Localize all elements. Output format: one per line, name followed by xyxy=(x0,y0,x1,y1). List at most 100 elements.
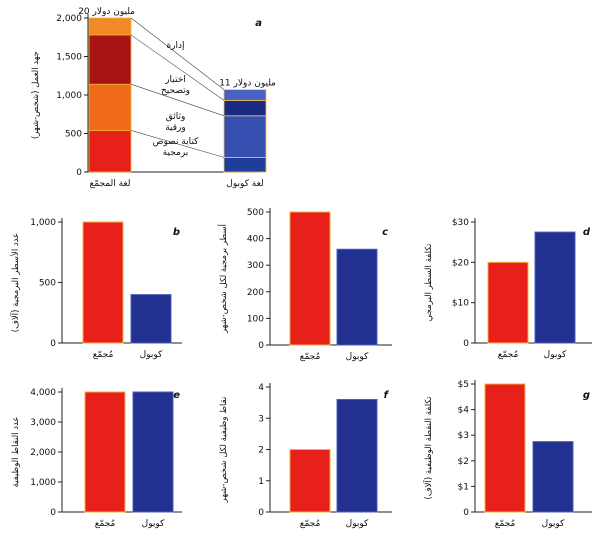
y-tick-label: 500 xyxy=(65,130,82,140)
y-tick-label: 1 xyxy=(258,477,264,487)
y-tick-label: 0 xyxy=(463,339,469,349)
bar xyxy=(487,261,529,344)
segment-connector-line xyxy=(130,34,225,101)
category-label: لغة كوبول xyxy=(226,179,263,189)
y-tick-label: 1,000 xyxy=(30,218,56,228)
y-axis-title: تكلفة السطر البرمجي xyxy=(424,243,434,321)
bar xyxy=(132,391,174,513)
category-label: مُجمّع xyxy=(300,519,321,529)
segment-connector-line xyxy=(130,130,225,158)
panel-letter: d xyxy=(583,227,591,238)
panel-letter: f xyxy=(384,390,390,401)
y-tick-label: 500 xyxy=(39,279,56,289)
segment-label: إدارة xyxy=(166,41,184,51)
y-tick-label: 0 xyxy=(258,341,264,351)
y-tick-label: $5 xyxy=(458,380,469,390)
y-tick-label: 200 xyxy=(247,288,264,298)
stacked-bar-segment xyxy=(88,83,132,131)
chart-panel-a: 0 500 1,000 1,500 2,000 جهد العمل (شخص-شهر) a 2… xyxy=(31,7,276,189)
bar xyxy=(532,441,574,513)
stacked-bar-segment xyxy=(88,34,132,85)
chart-panel-g: 0 $1 $2 $3 $4 $5 تكلفة النقطة الوظيفية (آلاف) g… xyxy=(422,380,592,529)
y-tick-label: 300 xyxy=(247,261,264,271)
bar-total-label: 11 مليون دولار xyxy=(219,79,276,89)
bar xyxy=(289,449,331,513)
y-tick-label: 400 xyxy=(247,235,264,245)
y-axis-title: نقاط وظيفية لكل شخص-شهر xyxy=(219,397,229,504)
y-tick-label: 4 xyxy=(258,383,264,393)
y-tick-label: $4 xyxy=(458,406,470,416)
y-tick-label: $1 xyxy=(458,482,469,492)
segment-label: اختبار xyxy=(164,75,186,85)
bar xyxy=(289,211,331,346)
bar xyxy=(82,221,124,344)
panel-letter: e xyxy=(173,390,180,401)
category-label: كوبول xyxy=(346,352,369,362)
y-tick-label: 0 xyxy=(50,508,56,518)
y-axis-title: جهد العمل (شخص-شهر) xyxy=(31,51,41,139)
stacked-bar-segment xyxy=(223,156,267,173)
segment-label: وتصحيح xyxy=(161,86,190,96)
y-tick-label: 0 xyxy=(258,508,264,518)
panel-letter: b xyxy=(173,227,180,238)
chart-panel-e: 0 1,000 2,000 3,000 4,000 عدد النقاط الوظيفية… xyxy=(11,388,182,529)
bar xyxy=(336,399,378,513)
y-tick-label: 2 xyxy=(258,446,264,456)
y-tick-label: 0 xyxy=(50,339,56,349)
segment-label: وثائق xyxy=(166,112,186,122)
category-label: كوبول xyxy=(346,519,369,529)
category-label: كوبول xyxy=(542,519,565,529)
bar xyxy=(84,391,126,513)
y-tick-label: $3 xyxy=(458,431,469,441)
y-tick-label: 0 xyxy=(76,168,82,178)
stacked-bar-segment xyxy=(223,89,267,101)
chart-panel-f: 0 1 2 3 4 نقاط وظيفية لكل شخص-شهر f مُجمّع كوبول xyxy=(219,383,392,529)
panel-letter: a xyxy=(255,18,262,29)
category-label: كوبول xyxy=(544,350,567,360)
y-tick-label: $30 xyxy=(452,218,469,228)
y-tick-label: 1,500 xyxy=(56,53,82,63)
stacked-bar-segment xyxy=(88,17,132,36)
category-label: مُجمّع xyxy=(93,350,114,360)
bar xyxy=(534,231,576,344)
segment-label: ورقية xyxy=(165,123,186,133)
y-tick-label: 100 xyxy=(247,314,264,324)
category-label: لغة المجمّع xyxy=(89,179,130,189)
y-axis-title: تكلفة النقطة الوظيفية (آلاف) xyxy=(422,396,434,500)
category-label: مُجمّع xyxy=(495,519,516,529)
y-tick-label: 0 xyxy=(463,508,469,518)
y-tick-label: 1,000 xyxy=(30,478,56,488)
y-tick-label: 3 xyxy=(258,414,264,424)
category-label: مُجمّع xyxy=(300,352,321,362)
panel-letter: g xyxy=(583,390,590,401)
category-label: مُجمّع xyxy=(95,519,116,529)
category-label: كوبول xyxy=(142,519,165,529)
y-tick-label: 2,000 xyxy=(56,14,82,24)
y-tick-label: 500 xyxy=(247,208,264,218)
y-axis-title: أسطر برمجية لكل شخص-شهر xyxy=(217,224,229,334)
stacked-bar-segment xyxy=(223,115,267,158)
y-tick-label: 1,000 xyxy=(56,91,82,101)
stacked-bar-segment xyxy=(88,130,132,173)
segment-connector-line xyxy=(130,17,225,90)
chart-panel-c: 0 100 200 300 400 500 أسطر برمجية لكل شخص-شهر c… xyxy=(217,208,392,362)
y-tick-label: $20 xyxy=(452,258,469,268)
y-tick-label: $2 xyxy=(458,457,469,467)
panel-letter: c xyxy=(382,227,388,238)
y-tick-label: 4,000 xyxy=(30,388,56,398)
bar xyxy=(336,248,378,346)
segment-label: برمجية xyxy=(163,148,189,158)
bar-total-label: 20 مليون دولار xyxy=(78,7,135,17)
category-label: كوبول xyxy=(140,350,163,360)
segment-connector-line xyxy=(130,83,225,117)
y-tick-label: 2,000 xyxy=(30,448,56,458)
chart-panel-d: 0 $10 $20 $30 تكلفة السطر البرمجي d مُجمّع كوبو… xyxy=(424,218,592,360)
bar xyxy=(130,294,172,344)
stacked-bar-segment xyxy=(223,99,267,117)
y-axis-title: عدد النقاط الوظيفية xyxy=(11,416,21,487)
y-tick-label: $10 xyxy=(452,299,469,309)
category-label: مُجمّع xyxy=(498,350,519,360)
bar xyxy=(484,383,526,513)
segment-label: كتابة نصوص xyxy=(153,137,199,147)
